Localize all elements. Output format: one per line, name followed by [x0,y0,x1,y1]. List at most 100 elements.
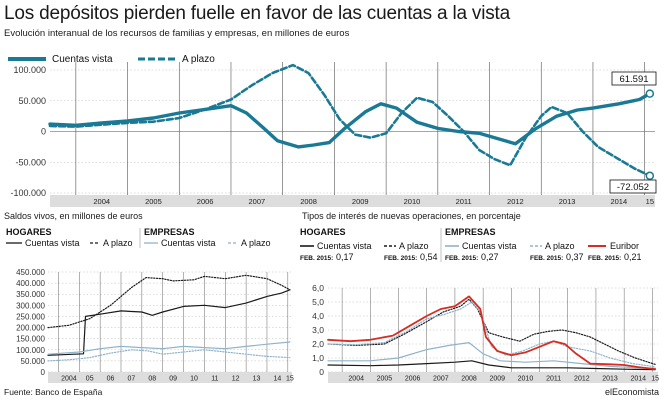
y-tick-label: 1,0 [312,353,324,363]
x-tick-label: 07 [128,376,136,383]
x-tick-label: 2010 [404,197,421,206]
x-tick-label: 13 [253,376,261,383]
page-title: Los depósitos pierden fuelle en favor de… [4,3,511,24]
y-tick-label: 50.000 [18,96,46,106]
legend-group-empresas: EMPRESAS [144,227,195,237]
x-tick-label: 2012 [574,376,590,383]
y-tick-label: -100.000 [10,188,46,198]
annotation-box-plazo [609,179,657,194]
y-tick-label: 100.000 [13,65,46,75]
x-tick-label: 15 [646,197,654,206]
y-tick-label: 4,0 [312,311,324,321]
x-tick-label: 2014 [630,376,646,383]
series-line-2 [47,341,291,355]
y-tick-label: 100.000 [16,346,45,355]
y-tick-label: 5,0 [312,297,324,307]
x-tick-label: 05 [86,376,94,383]
annotation-value-plazo: -72.052 [617,182,649,193]
x-tick-label: 2012 [507,197,524,206]
legend-label-hogares-plazo: A plazo [399,241,429,251]
x-tick-label: 2005 [377,376,393,383]
y-tick-label: 0 [41,368,46,377]
legend-date-hogares-vista: FEB. 2015: [300,255,333,262]
legend-date-euribor: FEB. 2015: [588,255,621,262]
x-tick-label: 2008 [300,197,317,206]
x-tick-label: 09 [169,376,177,383]
top-chart: 100.000 50.000 0 -50.000 -100.000 2004 2005 200… [8,54,657,207]
series-line-0 [47,289,291,356]
x-tick-label: 2009 [352,197,369,206]
end-marker-vista [645,89,655,98]
legend-label-hogares-vista: Cuentas vista [25,238,80,248]
x-tick-label: 2005 [145,197,162,206]
legend-label-empresas-vista: Cuentas vista [161,238,216,248]
y-tick-label: 450.000 [16,268,45,277]
legend-date-hogares-plazo: FEB. 2015: [384,255,417,262]
legend-label-empresas-plazo: A plazo [241,238,271,248]
x-tick-label: 2007 [248,197,265,206]
series-line-2 [327,342,656,369]
series-line-1 [327,298,656,365]
legend-label-hogares-plazo: A plazo [103,238,133,248]
x-tick-label: 10 [190,376,198,383]
x-tick-label: 2011 [546,376,561,383]
series-line-0 [327,360,656,371]
y-tick-label: 150.000 [16,335,45,344]
page-subtitle: Evolución interanual de los recursos de … [4,28,350,39]
y-tick-label: 300.000 [16,301,45,310]
legend-group-empresas: EMPRESAS [445,227,496,237]
y-tick-label: 350.000 [16,290,45,299]
end-marker-plazo [645,171,655,181]
y-tick-label: 6,0 [312,283,324,293]
saldos-caption: Saldos vivos, en millones de euros [4,211,143,221]
legend-value-empresas-vista: 0,27 [481,252,499,262]
x-tick-label: 2007 [433,376,449,383]
y-tick-label: 2,0 [312,339,324,349]
y-tick-label: 250.000 [16,312,45,321]
x-tick-label: 2011 [456,197,472,206]
x-axis-band [328,372,658,383]
x-tick-label: 2013 [602,376,618,383]
y-tick-label: -50.000 [15,157,46,167]
legend-label-hogares-vista: Cuentas vista [317,241,372,251]
x-tick-label: 11 [211,376,218,383]
x-tick-label: 12 [232,376,240,383]
legend-group-hogares: HOGARES [300,227,346,237]
legend-label-vista: Cuentas vista [52,54,113,65]
x-tick-label: 2006 [197,197,214,206]
y-tick-label: 0 [319,367,324,377]
y-tick-label: 200.000 [16,324,45,333]
legend-label-euribor: Euribor [610,241,639,251]
annotation-value-vista: 61.591 [619,74,648,85]
x-tick-label: 2009 [489,376,505,383]
legend-label-plazo: A plazo [182,54,215,65]
x-tick-label: 15 [286,376,294,383]
x-tick-label: 2014 [610,197,627,206]
series-line-cuentas-vista [48,91,652,149]
series-line-3 [47,349,291,362]
x-tick-label: 15 [651,376,659,383]
tipos-caption: Tipos de interés de nuevas operaciones, … [302,211,521,221]
brand-logo: elEconomista [604,387,659,397]
x-tick-label: 2004 [61,376,77,383]
legend-label-empresas-plazo: A plazo [545,241,575,251]
series-line-1 [47,274,291,329]
x-axis-band [50,195,655,207]
legend-value-hogares-vista: 0,17 [336,252,354,262]
legend-date-empresas-plazo: FEB. 2015: [530,255,563,262]
x-tick-label: 2004 [348,376,364,383]
x-tick-label: 2010 [518,376,534,383]
source-note: Fuente: Banco de España [4,387,103,397]
legend-label-empresas-vista: Cuentas vista [462,241,517,251]
y-tick-label: 0 [41,127,46,137]
x-tick-label: 2004 [93,197,110,206]
annotation-box-vista [611,71,657,86]
legend-value-hogares-plazo: 0,54 [420,252,438,262]
x-tick-label: 2008 [461,376,477,383]
x-tick-label: 2006 [405,376,421,383]
y-tick-label: 400.000 [16,279,45,288]
x-tick-label: 06 [107,376,115,383]
series-line-a-plazo [48,63,652,178]
